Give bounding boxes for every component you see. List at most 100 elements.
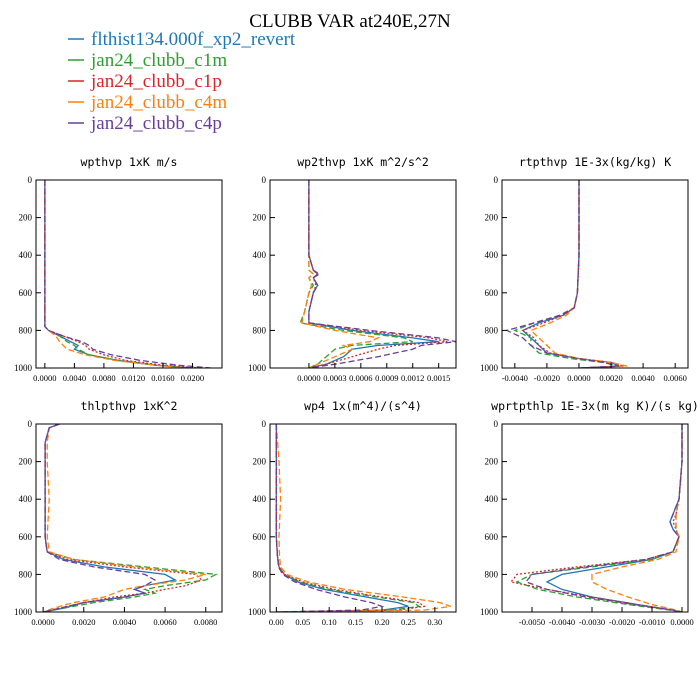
figure-title: CLUBB VAR at240E,27N <box>249 11 451 32</box>
series-line-jan24-clubb-c1p <box>42 424 203 612</box>
x-tick-label: 0.00 <box>269 617 284 627</box>
y-tick-label: 1000 <box>14 607 33 617</box>
x-tick-label: 0.05 <box>295 617 310 627</box>
x-tick-label: 0.0012 <box>401 373 424 383</box>
series-line-jan24-clubb-c4m <box>591 424 683 612</box>
series-line-jan24-clubb-c1p <box>44 180 200 368</box>
series-line-jan24-clubb-c4p <box>524 424 683 612</box>
x-tick-label: 0.0040 <box>113 617 136 627</box>
series-group <box>299 180 456 368</box>
x-tick-label: 0.0000 <box>670 617 693 627</box>
series-line-jan24-clubb-c4m <box>275 424 451 612</box>
series-line-jan24-clubb-c4m <box>44 180 186 368</box>
y-tick-label: 0 <box>262 175 267 185</box>
panel-title: wp2thvp 1xK m^2/s^2 <box>297 155 429 169</box>
x-tick-label: 0.0020 <box>599 373 622 383</box>
x-tick-label: 0.0000 <box>31 617 54 627</box>
series-line-jan24-clubb-c4m <box>529 180 628 368</box>
y-tick-label: 0 <box>262 419 267 429</box>
x-tick-label: 0.15 <box>348 617 363 627</box>
y-tick-label: 600 <box>485 532 499 542</box>
series-group <box>275 424 451 612</box>
x-tick-label: 0.25 <box>401 617 416 627</box>
x-tick-label: 0.0120 <box>122 373 145 383</box>
panel-6: wprtpthlp 1E-3x(m kg K)/(s kg) 0 200 400 600… <box>480 399 699 627</box>
plot-frame <box>35 179 223 369</box>
y-tick-label: 200 <box>19 213 33 223</box>
series-group <box>44 180 211 368</box>
x-tick-label: 0.0000 <box>33 373 56 383</box>
x-tick-label: 0.0060 <box>663 373 686 383</box>
x-tick-label: 0.0040 <box>63 373 86 383</box>
plot-frame <box>501 179 689 369</box>
y-tick-label: 600 <box>253 288 267 298</box>
series-line-jan24-clubb-c4m <box>42 424 206 612</box>
x-tick-label: 0.0015 <box>427 373 450 383</box>
x-tick-label: -0.0010 <box>639 617 665 627</box>
y-tick-label: 0 <box>28 419 33 429</box>
legend-label: flthist134.000f_xp2_revert <box>91 29 296 50</box>
y-tick-label: 400 <box>19 250 33 260</box>
x-tick-label: 0.0060 <box>153 617 176 627</box>
panel-title: wprtpthlp 1E-3x(m kg K)/(s kg) <box>491 399 699 413</box>
x-tick-label: 0.0020 <box>72 617 95 627</box>
y-tick-label: 1000 <box>480 607 499 617</box>
y-tick-label: 0 <box>494 175 499 185</box>
plot-frame <box>269 423 457 613</box>
y-tick-label: 800 <box>253 569 267 579</box>
y-tick-label: 600 <box>253 532 267 542</box>
x-tick-label: 0.20 <box>375 617 390 627</box>
y-tick-label: 600 <box>485 288 499 298</box>
y-tick-label: 200 <box>485 213 499 223</box>
y-tick-label: 1000 <box>480 363 499 373</box>
panel-2: wp2thvp 1xK m^2/s^2 0 200 400 600 800 1000 0.00… <box>248 155 457 383</box>
x-tick-label: 0.0003 <box>323 373 346 383</box>
legend-entry-jan24-clubb-c4m: jan24_clubb_c4m <box>68 92 227 113</box>
plot-frame <box>501 423 689 613</box>
legend-entry-flthist134-000f-xp2-revert: flthist134.000f_xp2_revert <box>68 29 296 50</box>
panel-title: thlpthvp 1xK^2 <box>81 399 178 413</box>
x-tick-label: 0.0160 <box>151 373 174 383</box>
series-line-jan24-clubb-c1p <box>308 180 448 368</box>
y-tick-label: 800 <box>19 569 33 579</box>
y-tick-label: 200 <box>485 457 499 467</box>
plot-frame <box>269 179 457 369</box>
y-tick-label: 400 <box>19 494 33 504</box>
x-tick-label: 0.0006 <box>349 373 372 383</box>
x-tick-label: 0.0080 <box>92 373 115 383</box>
panel-title: wp4 1x(m^4)/(s^4) <box>304 399 422 413</box>
x-tick-label: 0.0000 <box>567 373 590 383</box>
series-line-jan24-clubb-c4p <box>42 424 157 612</box>
legend-entry-jan24-clubb-c1p: jan24_clubb_c1p <box>68 71 222 92</box>
legend-entry-jan24-clubb-c4p: jan24_clubb_c4p <box>68 113 222 134</box>
x-tick-label: 0.30 <box>427 617 442 627</box>
x-tick-label: -0.0040 <box>549 617 575 627</box>
series-line-jan24-clubb-c1m <box>42 424 219 612</box>
series-group <box>509 424 683 612</box>
y-tick-label: 400 <box>253 250 267 260</box>
series-group <box>42 424 219 612</box>
x-tick-label: 0.0009 <box>375 373 398 383</box>
y-tick-label: 600 <box>19 532 33 542</box>
y-tick-label: 1000 <box>14 363 33 373</box>
plot-frame <box>35 423 223 613</box>
legend-label: jan24_clubb_c4p <box>90 113 222 134</box>
y-tick-label: 400 <box>253 494 267 504</box>
y-tick-label: 1000 <box>248 363 267 373</box>
x-tick-label: 0.0080 <box>194 617 217 627</box>
x-tick-label: 0.0000 <box>297 373 320 383</box>
legend-label: jan24_clubb_c1p <box>90 71 222 92</box>
series-line-jan24-clubb-c1m <box>299 180 413 368</box>
y-tick-label: 400 <box>485 250 499 260</box>
series-line-jan24-clubb-c4p <box>308 180 456 368</box>
y-tick-label: 0 <box>28 175 33 185</box>
y-tick-label: 800 <box>485 325 499 335</box>
series-line-jan24-clubb-c1p <box>521 180 625 368</box>
y-tick-label: 800 <box>485 569 499 579</box>
series-line-jan24-clubb-c4m <box>301 180 381 368</box>
